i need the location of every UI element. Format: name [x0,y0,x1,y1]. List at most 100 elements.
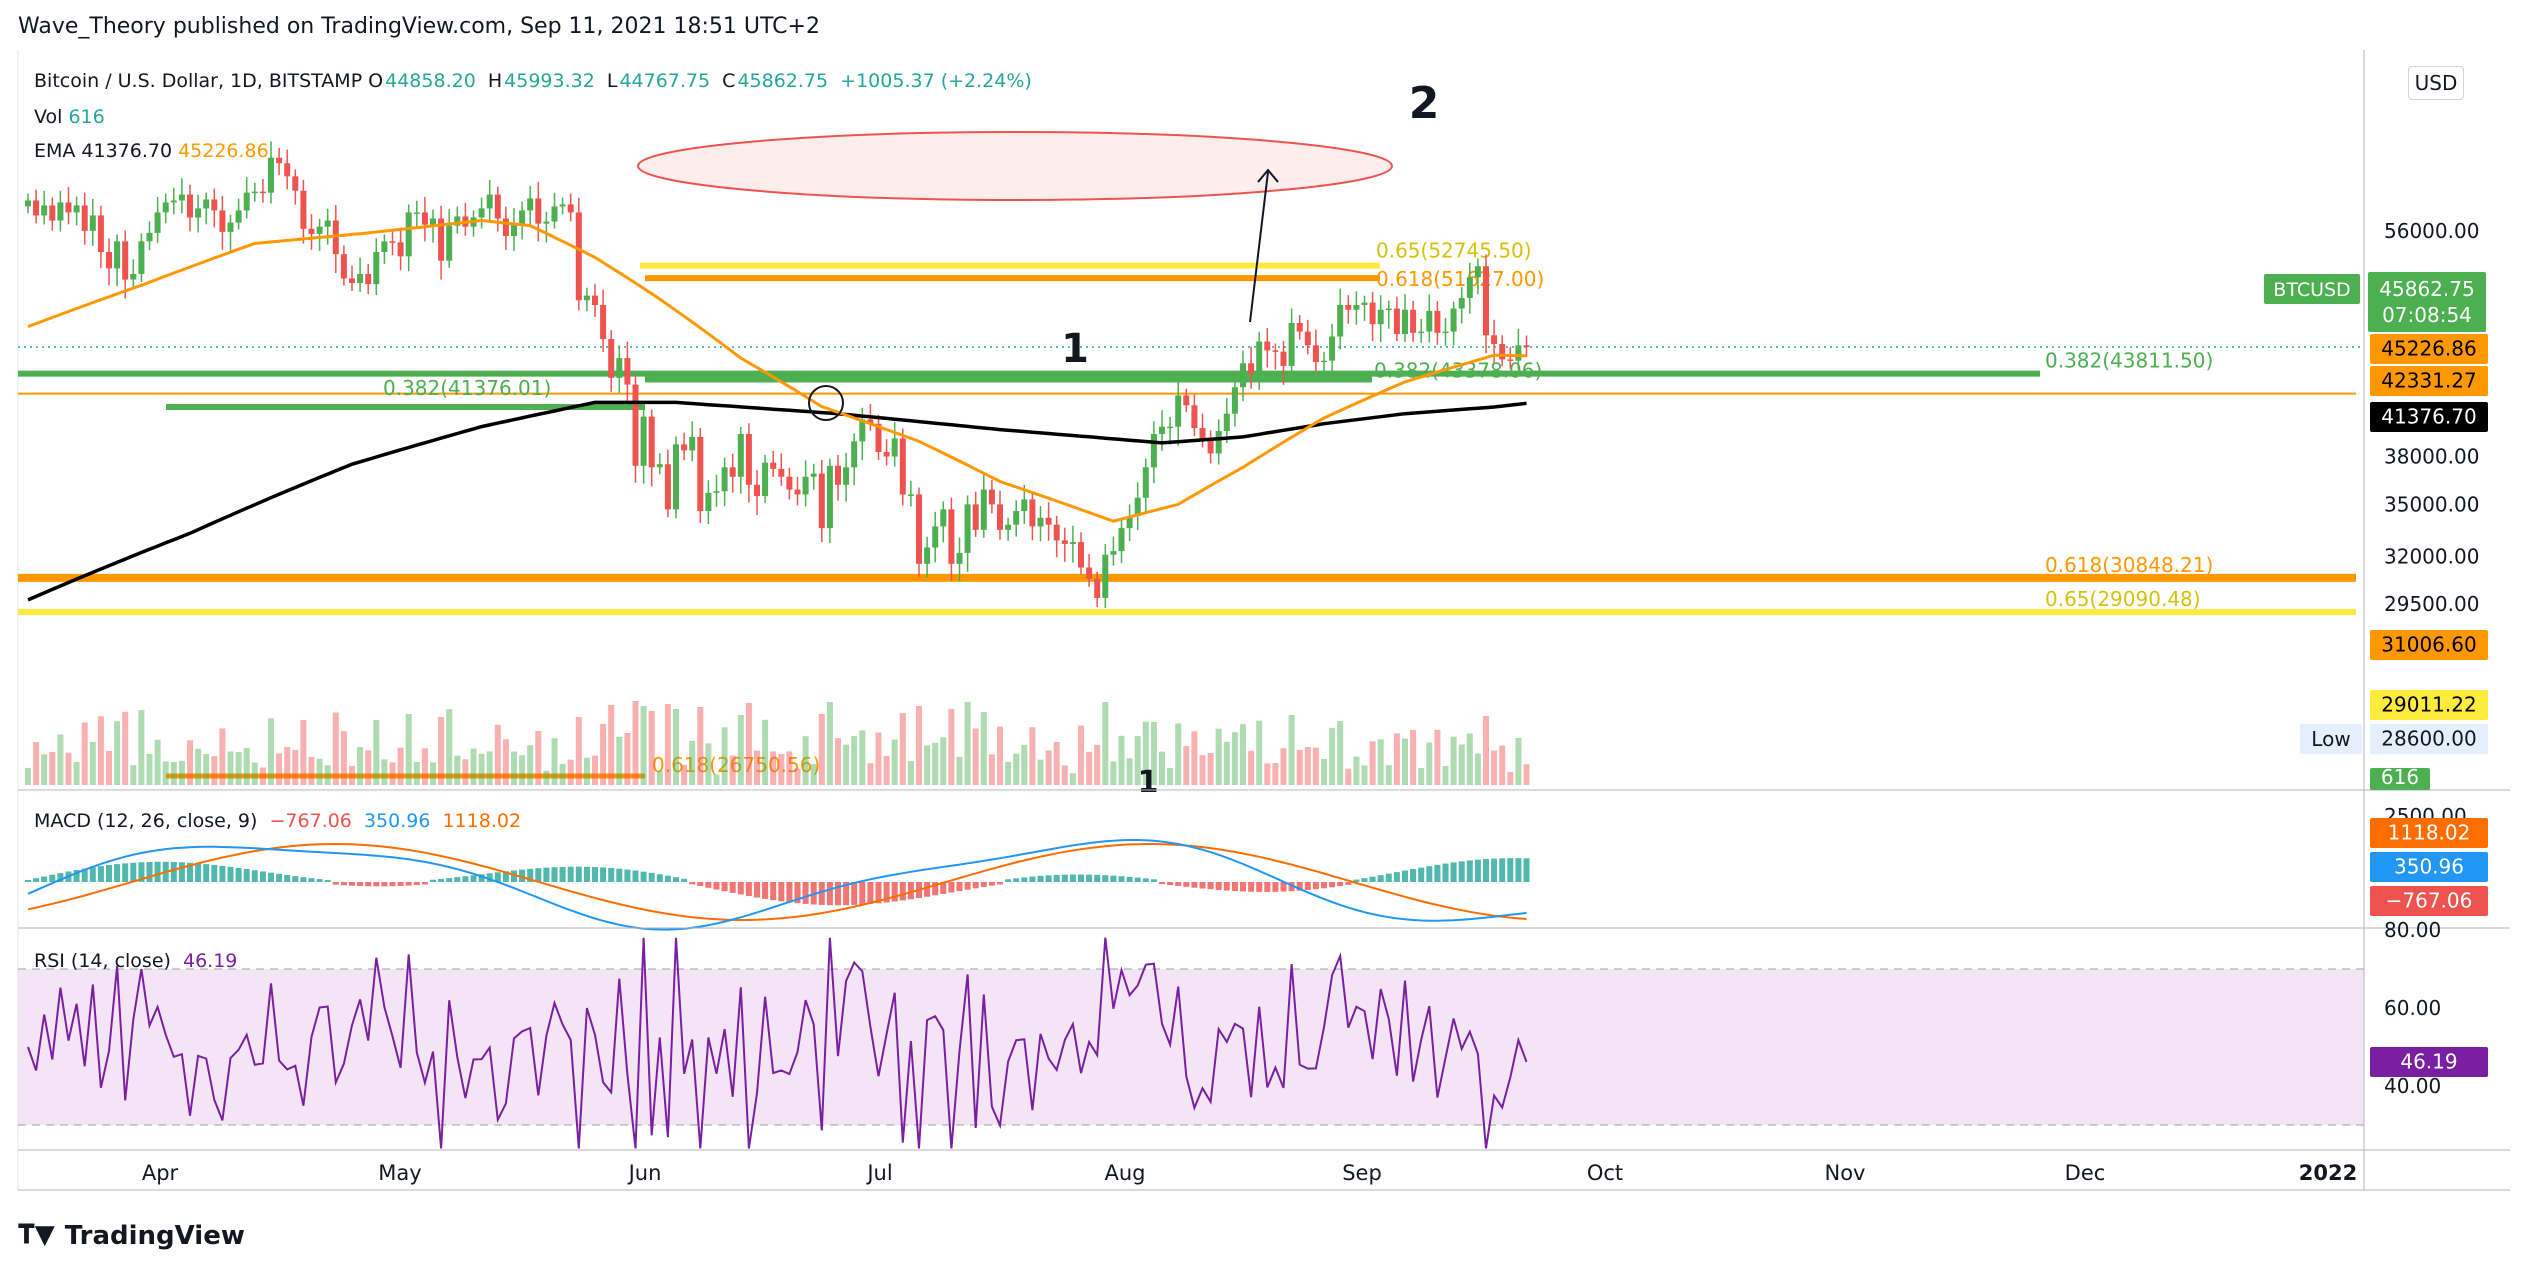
candle-body [689,436,696,451]
macd-histogram-bar [1150,879,1157,882]
rsi-line [27,937,1528,1149]
candle-body [1231,387,1238,414]
volume-bar [616,736,623,785]
line-31006-badge-bg [2370,630,2488,660]
tradingview-brand[interactable]: 𝐓▼ TradingView [18,1220,245,1251]
macd-histogram-bar [867,882,874,904]
rsi-band [18,969,2364,1125]
volume-bar [381,759,388,785]
macd-histogram-bar [891,882,898,902]
candle-body [737,433,744,477]
candle-body [956,552,963,564]
candle-body [486,194,493,209]
ema200-badge-bg [2370,402,2488,432]
macd-histogram-bar [268,872,274,882]
volume-bar [1207,753,1214,785]
volume-bar [405,714,412,785]
macd-histogram-bar [300,877,307,882]
candle-body [25,200,31,207]
volume-bar [770,751,777,785]
candle-body [1013,511,1020,525]
volume-bar [794,768,801,785]
candle-body [713,491,720,493]
macd-histogram-bar [462,876,469,882]
candle-body [964,504,971,553]
volume-bar [413,762,420,785]
macd-histogram-bar [430,879,436,882]
volume-bar [1240,724,1246,785]
macd-histogram-bar [1053,874,1060,882]
volume-bar [721,727,728,785]
candle-body [1069,542,1076,544]
volume-bar [1321,758,1327,785]
volume-bar [502,739,509,785]
candle-body [1118,528,1125,552]
volume-bar [292,750,299,785]
tradingview-logo-icon: 𝐓▼ [18,1220,55,1250]
volume-bar [689,740,696,785]
candle-body [243,192,250,211]
candle-body [1321,360,1327,363]
volume-bar [284,746,291,785]
candle-body [357,273,364,283]
candle-body [438,218,445,261]
macd-histogram-bar [705,882,712,888]
volume-bar [551,738,558,785]
candle-body [1264,341,1271,351]
price-tick-label: 32000.00 [2384,545,2479,569]
candle-body [1515,345,1522,361]
candle-body [705,492,712,512]
volume-bar [1361,765,1368,785]
volume-bar [826,702,833,785]
rsi-axis-label: 80.00 [2384,918,2441,942]
volume-bar [1377,739,1384,785]
volume-bar [1288,715,1295,785]
volume-bar [1450,736,1457,785]
macd-histogram-bar [203,864,210,882]
candle-body [1426,310,1433,332]
volume-bar [1199,755,1206,785]
macd-histogram-bar [316,879,323,882]
macd-histogram-bar [1142,878,1149,882]
volume-bar [1369,741,1376,785]
fib-label-left: 0.382(41376.01) [383,376,551,400]
candle-body [1021,499,1028,512]
currency-button[interactable]: USD [2408,66,2464,100]
volume-bar [608,704,615,785]
candle-body [211,199,218,211]
macd-histogram-bar [106,865,112,882]
ohlc-open-label: O [368,70,384,92]
macd-histogram-bar [211,864,218,882]
volume-legend: Vol 616 [34,106,111,128]
candle-body [907,494,914,496]
macd-histogram-bar [187,862,193,882]
volume-bar [187,740,193,785]
candle-body [1175,395,1182,427]
candle-body [1385,308,1392,311]
candle-body [349,278,355,283]
symbol-name[interactable]: Bitcoin / U.S. Dollar, 1D, BITSTAMP [34,70,363,92]
macd-histogram-bar [1029,876,1036,882]
candle-body [365,273,372,285]
volume-bar [1296,749,1303,785]
candle-body [1280,351,1287,366]
candle-body [551,206,558,222]
candle-body [1053,524,1060,541]
volume-bar [1402,738,1408,785]
fib-levels: 0.382(43811.50) 0.618(30848.21) 0.65(29090… [18,131,2364,779]
volume-bar [438,717,445,785]
candle-body [494,194,501,219]
volume-bar [1102,702,1109,785]
candle-body [259,191,266,194]
candle-body [1094,578,1101,598]
volume-bar [33,742,40,785]
macd-histogram-bar [381,882,388,887]
candle-body [835,465,841,485]
volume-bar [980,712,987,785]
candle-body [1402,309,1408,335]
macd-histogram-bar [835,882,841,906]
time-axis-label: Oct [1587,1161,1623,1185]
volume-bar [988,754,995,785]
macd-histogram-bar [899,882,906,901]
